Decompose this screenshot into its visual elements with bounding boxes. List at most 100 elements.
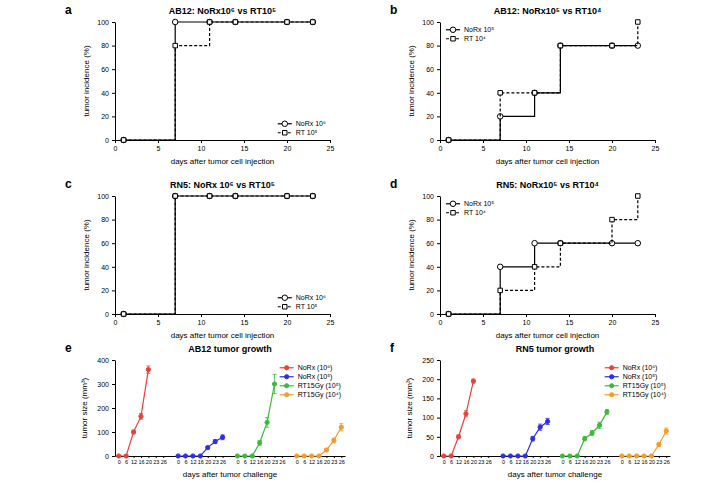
marker [272,382,276,386]
x-tick-label: 0 [502,459,505,465]
legend-entry: RT15Gy (10⁴) [605,391,666,399]
x-tick: 12 [131,456,137,465]
y-tick-label: 100 [422,193,434,200]
marker [172,193,178,199]
chart-title: AB12: NoRx10⁶ vs RT10⁵ [169,6,276,16]
x-tick-label: 0 [443,459,446,465]
x-tick-label: 20 [205,459,211,465]
x-tick-mark [334,456,335,458]
marker [446,138,450,142]
series-line [622,431,667,456]
y-tick: 40 [101,264,115,271]
series-line [449,196,638,314]
y-tick-mark [112,220,115,221]
marker [471,379,475,383]
error-bar [464,411,468,417]
x-tick: 26 [279,456,285,465]
legend-entry: RT 10⁴ [446,35,486,42]
marker [560,454,564,458]
marker [233,20,237,24]
series-line [124,22,313,140]
y-tick: 0 [430,311,440,318]
x-tick-mark [533,456,534,458]
x-tick-mark [666,456,667,458]
error-bar [139,414,143,420]
y-tick-mark [437,196,440,197]
marker [605,410,609,414]
legend-marker [450,201,456,207]
y-axis-title: tumor incidence (%) [407,219,416,290]
x-tick-mark [440,140,441,143]
y-tick-mark [437,220,440,221]
marker [285,194,289,198]
y-axis: 050100150200250 [422,357,440,460]
y-axis-line [440,23,441,141]
x-axis-title: days after tumor cell injection [496,157,600,166]
x-tick-label: 10 [198,319,206,326]
y-tick-mark [112,456,115,457]
marker [558,43,562,47]
error-bar [146,366,150,373]
y-tick-mark [112,69,115,70]
y-tick-mark [112,408,115,409]
y-tick-label: 80 [101,42,109,49]
x-tick-label: 26 [486,459,492,465]
x-tick-label: 16 [523,459,529,465]
marker [620,454,624,458]
x-tick-mark [148,456,149,458]
marker [332,438,336,442]
x-tick-mark [215,456,216,458]
y-axis: 020406080100 [97,193,115,318]
x-tick-label: 0 [439,145,443,152]
legend: NoRx (10⁶)NoRx (10⁵)RT15Gy (10⁵)RT15Gy (… [280,364,341,399]
y-tick-mark [112,22,115,23]
y-tick-mark [112,314,115,315]
legend-entry: RT 10⁴ [446,209,486,216]
marker [456,435,460,439]
marker [121,311,127,317]
y-tick-label: 300 [97,381,109,388]
x-tick: 26 [486,456,492,465]
x-axis: 0510152025 [439,314,660,326]
marker [575,454,579,458]
x-tick: 20 [609,314,617,326]
y-tick: 80 [101,42,115,49]
y-tick-label: 0 [105,453,109,460]
y-tick-label: 150 [422,395,434,402]
x-tick-mark [473,456,474,458]
x-axis-title: days after tumor cell injection [496,331,600,340]
x-tick-mark [267,456,268,458]
x-tick: 20 [265,456,271,465]
x-tick-label: 20 [146,459,152,465]
x-tick-label: 20 [284,145,292,152]
x-tick-label: 10 [198,145,206,152]
y-tick-mark [112,116,115,117]
x-tick: 25 [652,314,660,326]
y-tick: 0 [105,311,115,318]
legend-marker [283,131,287,135]
x-tick: 5 [157,140,161,152]
y-axis-title: tumor size (mm³) [80,377,89,438]
marker [235,454,239,458]
legend-marker [285,375,289,379]
marker [220,435,224,439]
panel-letter: b [390,3,397,17]
x-tick-label: 12 [190,459,196,465]
legend-marker [285,366,289,370]
x-tick: 0 [114,314,118,326]
x-tick-mark [201,140,202,143]
marker [295,454,299,458]
x-tick: 20 [205,456,211,465]
marker [498,91,502,95]
y-tick: 100 [422,193,440,200]
x-tick: 20 [590,456,596,465]
marker [310,19,316,25]
plot-area [446,20,641,143]
x-tick: 15 [241,140,249,152]
marker [501,454,505,458]
y-tick: 80 [101,216,115,223]
x-tick: 16 [257,456,263,465]
error-bar [339,424,343,431]
legend-label: RT 10⁴ [464,35,486,42]
x-tick-label: 0 [177,459,180,465]
